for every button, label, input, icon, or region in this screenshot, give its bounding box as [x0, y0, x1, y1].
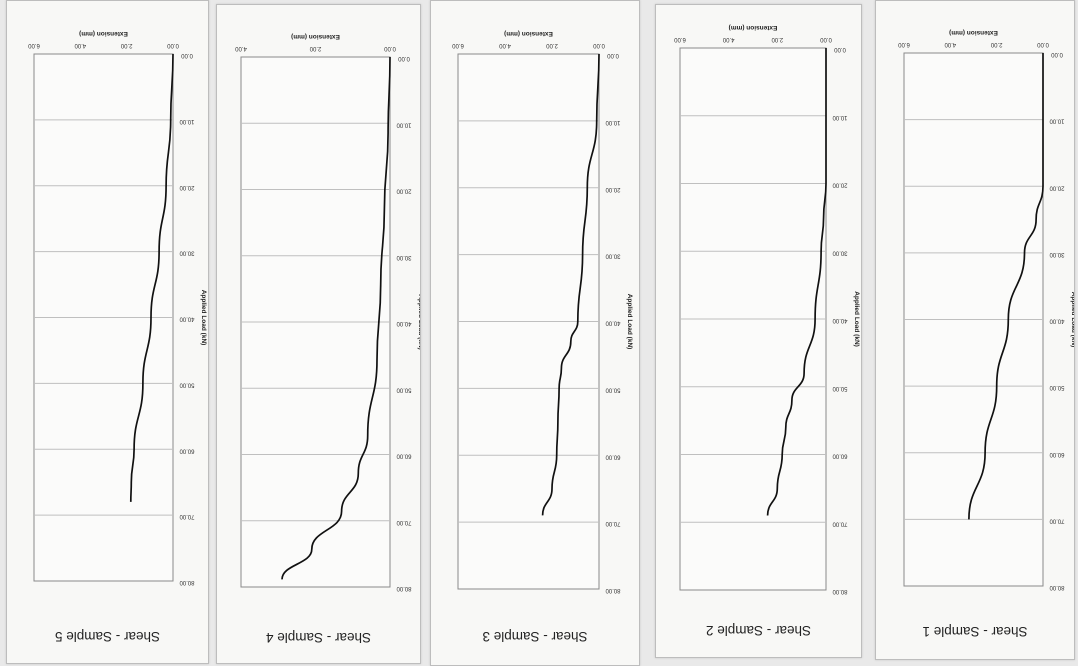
y-tick-label: 2.00 [771, 36, 783, 42]
y-tick-label: 4.00 [499, 42, 511, 48]
y-tick-label: 2.00 [546, 42, 558, 48]
x-tick-label: 60.00 [179, 447, 195, 453]
x-tick-label: 30.00 [832, 249, 848, 255]
series-line [129, 53, 174, 502]
y-axis-label: Extension (mm) [291, 33, 340, 40]
x-tick-label: 60.00 [605, 453, 621, 459]
y-axis-label: Extension (mm) [729, 24, 778, 31]
chart-panel-sample-2: 0.00 10.00 20.00 30.00 40.00 50.00 60.00 70.00 8… [655, 4, 862, 658]
chart-svg-sample-1: 0.00 10.00 20.00 30.00 40.00 50.00 60.00 70.00 8… [898, 29, 1074, 590]
x-tick-label: 10.00 [179, 118, 195, 124]
y-tick-label: 0.00 [1037, 41, 1049, 47]
y-tick-label: 4.00 [235, 45, 247, 51]
chart-title: Shear - Sample 3 [482, 629, 588, 644]
x-tick-label: 50.00 [179, 381, 195, 387]
y-tick-label: 0.00 [167, 42, 179, 48]
x-tick-label: 40.00 [396, 320, 412, 326]
x-tick-label: 20.00 [832, 182, 848, 188]
series-line [541, 53, 600, 516]
x-tick-label: 80.00 [832, 588, 848, 594]
x-tick-label: 40.00 [179, 316, 195, 322]
x-axis-label: Applied Load (kN) [626, 294, 633, 350]
x-tick-label: 50.00 [1049, 384, 1065, 390]
x-tick-label: 80.00 [1049, 584, 1065, 590]
x-tick-label: 0.00 [607, 52, 619, 58]
y-tick-label: 0.00 [593, 42, 605, 48]
x-tick-label: 0.00 [834, 46, 846, 52]
x-tick-label: 20.00 [179, 184, 195, 190]
x-tick-label: 50.00 [832, 385, 848, 391]
y-tick-label: 6.00 [674, 36, 686, 42]
chart-svg-sample-2: 0.00 10.00 20.00 30.00 40.00 50.00 60.00 70.00 8… [674, 24, 860, 594]
chart-title: Shear - Sample 5 [54, 629, 161, 644]
y-tick-label: 6.00 [452, 42, 464, 48]
x-tick-label: 70.00 [1049, 517, 1065, 523]
y-tick-label: 0.00 [820, 36, 832, 42]
y-tick-label: 6.00 [898, 41, 910, 47]
y-tick-label: 4.00 [944, 41, 956, 47]
x-tick-label: 10.00 [396, 121, 412, 127]
y-axis-label: Extension (mm) [504, 30, 553, 37]
x-tick-label: 40.00 [1049, 318, 1065, 324]
series-line [968, 53, 1044, 520]
x-axis-label: Applied Load (kN) [417, 294, 420, 350]
x-tick-label: 40.00 [832, 317, 848, 323]
y-tick-label: 2.00 [309, 45, 321, 51]
chart-title: Shear - Sample 4 [265, 630, 372, 645]
chart-title: Shear - Sample 2 [705, 623, 812, 638]
y-tick-label: 2.00 [990, 41, 1002, 47]
y-axis-label: Extension (mm) [79, 30, 128, 37]
x-tick-label: 70.00 [396, 519, 412, 525]
chart-panel-sample-1: 0.00 10.00 20.00 30.00 40.00 50.00 60.00 70.00 8… [875, 0, 1075, 660]
x-tick-label: 80.00 [605, 587, 621, 593]
chart-panel-sample-4: 0.00 10.00 20.00 30.00 40.00 50.00 60.00 70.00 8… [216, 4, 421, 664]
x-tick-label: 60.00 [832, 453, 848, 459]
x-tick-label: 60.00 [396, 453, 412, 459]
y-tick-label: 0.00 [384, 45, 396, 51]
y-tick-label: 4.00 [74, 42, 86, 48]
chart-svg-sample-3: 0.00 10.00 20.00 30.00 40.00 50.00 60.00 70.00 8… [452, 30, 633, 593]
x-tick-label: 40.00 [605, 320, 621, 326]
y-tick-label: 6.00 [28, 42, 40, 48]
chart-panel-sample-5: 0.00 10.00 20.00 30.00 40.00 50.00 60.00 70.00 8… [6, 0, 209, 664]
chart-svg-sample-4: 0.00 10.00 20.00 30.00 40.00 50.00 60.00 70.00 8… [235, 33, 420, 591]
x-tick-label: 30.00 [1049, 251, 1065, 257]
x-tick-label: 80.00 [179, 579, 195, 585]
y-tick-label: 4.00 [722, 36, 734, 42]
x-tick-label: 50.00 [605, 386, 621, 392]
x-axis-label: Applied Load (kN) [853, 291, 860, 347]
x-tick-label: 70.00 [605, 520, 621, 526]
x-tick-label: 20.00 [1049, 184, 1065, 190]
x-axis-label: Applied Load (kN) [1070, 292, 1074, 348]
x-tick-label: 70.00 [179, 513, 195, 519]
x-tick-label: 30.00 [179, 250, 195, 256]
series-line [766, 48, 827, 516]
x-axis-label: Applied Load (kN) [200, 290, 207, 346]
x-tick-label: 10.00 [1049, 118, 1065, 124]
series-line [281, 56, 391, 580]
x-tick-label: 10.00 [605, 119, 621, 125]
x-tick-label: 20.00 [605, 186, 621, 192]
x-tick-label: 0.00 [1051, 51, 1063, 57]
x-tick-label: 80.00 [396, 585, 412, 591]
chart-title: Shear - Sample 1 [922, 624, 1028, 639]
x-tick-label: 60.00 [1049, 451, 1065, 457]
y-axis-label: Extension (mm) [949, 29, 998, 36]
y-tick-label: 2.00 [120, 42, 132, 48]
x-tick-label: 30.00 [396, 254, 412, 260]
x-tick-label: 20.00 [396, 188, 412, 194]
chart-panel-sample-3: 0.00 10.00 20.00 30.00 40.00 50.00 60.00 70.00 8… [430, 0, 640, 666]
x-tick-label: 30.00 [605, 253, 621, 259]
x-tick-label: 10.00 [832, 114, 848, 120]
x-tick-label: 70.00 [832, 520, 848, 526]
x-tick-label: 0.00 [398, 55, 410, 61]
x-tick-label: 0.00 [181, 52, 193, 58]
x-tick-label: 50.00 [396, 386, 412, 392]
chart-svg-sample-5: 0.00 10.00 20.00 30.00 40.00 50.00 60.00 70.00 8… [28, 30, 207, 585]
